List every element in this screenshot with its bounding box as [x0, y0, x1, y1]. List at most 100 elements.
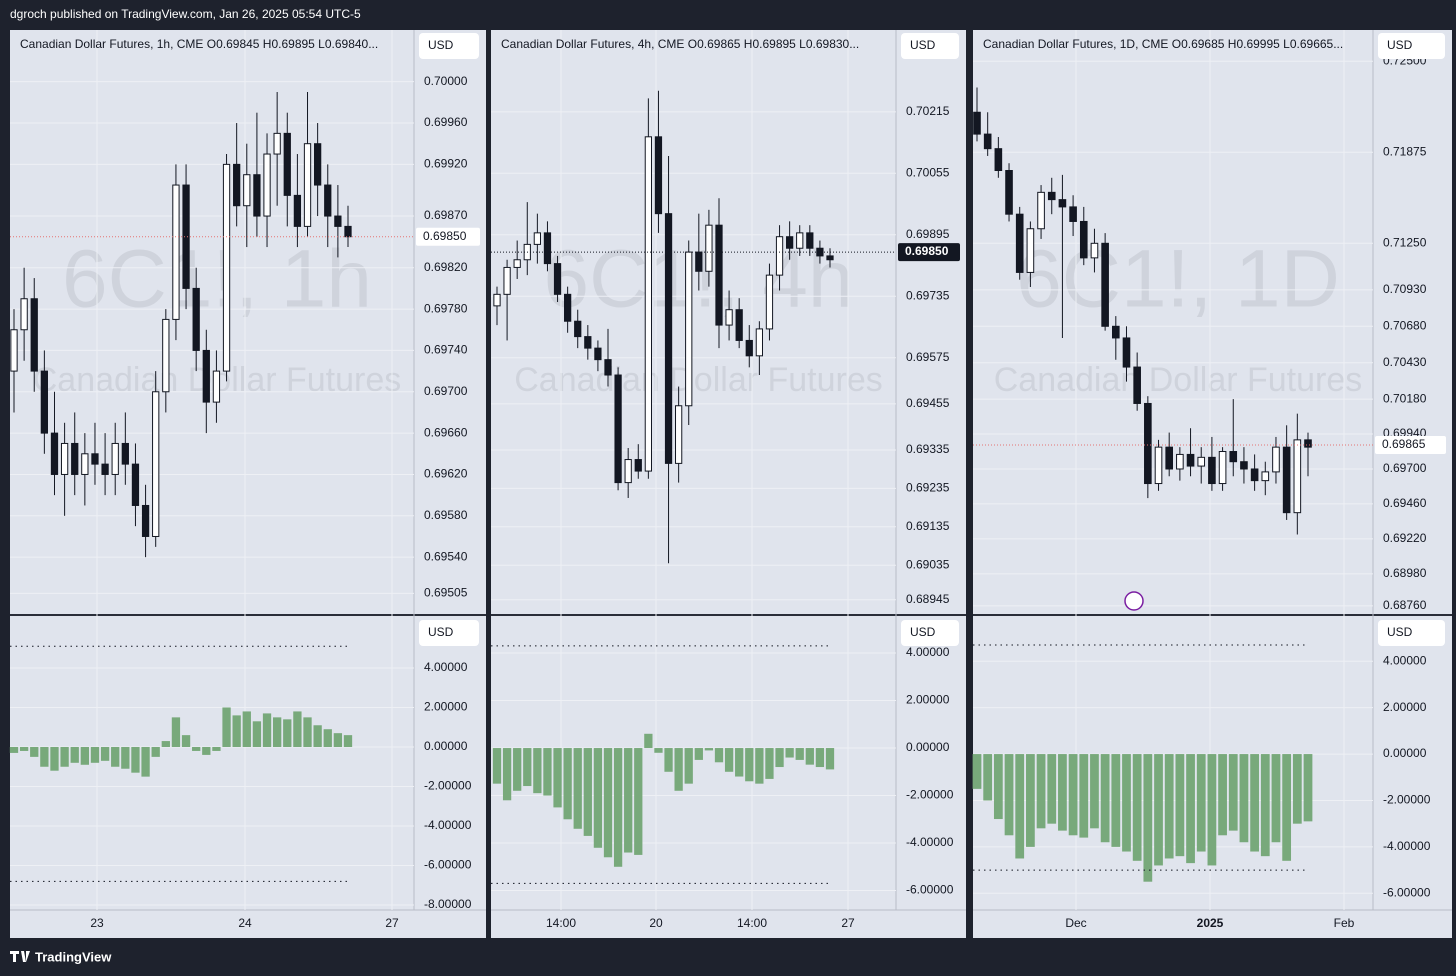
- histogram-bar: [1026, 754, 1035, 847]
- y-tick-label: 0.69780: [424, 301, 468, 315]
- watermark: 6C1!, 1h: [62, 234, 372, 325]
- y-tick-label: 0.69235: [906, 481, 950, 495]
- y-tick-label: 0.69035: [906, 557, 950, 571]
- indicator-tick-label: 0.00000: [906, 740, 950, 754]
- histogram-bar: [755, 748, 764, 784]
- candle-body: [111, 442, 119, 475]
- histogram-bar: [1250, 754, 1259, 852]
- candle-body: [71, 442, 79, 475]
- candle-body: [10, 329, 18, 372]
- histogram-bar: [805, 748, 814, 765]
- histogram-bar: [1303, 754, 1313, 822]
- currency-box: [1378, 33, 1445, 59]
- histogram-bar: [563, 748, 572, 820]
- candle-body: [806, 232, 814, 249]
- candle-body: [973, 111, 981, 135]
- histogram-bar: [151, 746, 160, 757]
- x-tick-label: 27: [841, 916, 855, 930]
- histogram-bar: [323, 729, 332, 747]
- currency-box: [901, 620, 959, 646]
- y-tick-label: 0.68980: [1383, 566, 1427, 580]
- y-tick-label: 0.69580: [424, 508, 468, 522]
- candle-body: [735, 309, 743, 341]
- candle-body: [233, 163, 241, 207]
- candle-body: [152, 391, 160, 537]
- candle-body: [50, 432, 59, 475]
- currency-label: USD: [428, 38, 454, 52]
- currency-box: [901, 33, 959, 59]
- histogram-bar: [30, 746, 39, 757]
- histogram-bar: [1058, 754, 1067, 831]
- candle-body: [654, 136, 663, 215]
- x-tick-label: Dec: [1065, 916, 1086, 930]
- indicator-tick-label: -2.00000: [424, 779, 472, 793]
- indicator-tick-label: 0.00000: [424, 739, 468, 753]
- candle-body: [1122, 337, 1131, 368]
- y-tick-label: 0.69895: [906, 227, 950, 241]
- indicator-tick-label: 2.00000: [424, 700, 468, 714]
- histogram-bar: [273, 717, 282, 747]
- histogram-bar: [313, 725, 322, 747]
- last-price-label: 0.69850: [423, 229, 467, 243]
- candle-body: [614, 374, 622, 484]
- histogram-bar: [1036, 754, 1046, 829]
- candle-body: [725, 309, 733, 326]
- candle-body: [1133, 366, 1141, 404]
- candle-body: [513, 259, 521, 268]
- indicator-pane: [491, 616, 896, 910]
- y-tick-label: 0.70930: [1383, 282, 1427, 296]
- histogram-bar: [644, 733, 653, 749]
- last-price-label: 0.69850: [905, 244, 949, 258]
- x-tick-label: Feb: [1334, 916, 1355, 930]
- histogram-bar: [293, 711, 302, 747]
- y-tick-label: 0.69335: [906, 442, 950, 456]
- histogram-bar: [1004, 754, 1014, 836]
- histogram-bar: [181, 735, 191, 747]
- y-tick-label: 0.69820: [424, 260, 468, 274]
- candle-body: [293, 194, 302, 227]
- candle-body: [553, 263, 562, 295]
- histogram-bar: [724, 748, 734, 772]
- y-tick-label: 0.69135: [906, 519, 950, 533]
- currency-box: [419, 620, 479, 646]
- histogram-bar: [232, 715, 241, 747]
- x-tick-label: 14:00: [737, 916, 767, 930]
- indicator-tick-label: -2.00000: [1383, 793, 1431, 807]
- y-tick-label: 0.69700: [1383, 461, 1427, 475]
- watermark-sub: Canadian Dollar Futures: [994, 361, 1363, 399]
- histogram-bar: [785, 748, 794, 758]
- x-tick-label: 20: [649, 916, 663, 930]
- histogram-bar: [523, 748, 532, 787]
- histogram-bar: [141, 746, 150, 777]
- y-tick-label: 0.70000: [424, 74, 468, 88]
- histogram-bar: [1175, 754, 1185, 857]
- histogram-bar: [222, 707, 231, 747]
- currency-label: USD: [910, 38, 936, 52]
- watermark: 6C1!, 1D: [1016, 234, 1340, 325]
- candle-body: [1208, 456, 1216, 485]
- histogram-bar: [161, 741, 170, 747]
- indicator-tick-label: -4.00000: [906, 835, 954, 849]
- histogram-bar: [1111, 754, 1121, 847]
- y-tick-label: 0.69740: [424, 343, 468, 357]
- histogram-bar: [533, 748, 542, 794]
- last-price-label: 0.69865: [1382, 437, 1426, 451]
- time-axis: [491, 910, 966, 938]
- histogram-bar: [1047, 754, 1057, 824]
- candle-body: [705, 224, 713, 272]
- histogram-bar: [553, 748, 562, 808]
- candle-body: [796, 232, 804, 249]
- candle-body: [1069, 206, 1077, 222]
- indicator-pane: [10, 616, 414, 910]
- candle-body: [584, 336, 592, 349]
- candle-body: [1261, 471, 1270, 482]
- histogram-bar: [1207, 754, 1217, 866]
- candle-body: [715, 224, 723, 326]
- candle-body: [816, 247, 824, 257]
- histogram-bar: [1132, 754, 1142, 861]
- panel-title: Canadian Dollar Futures, 1D, CME O0.6968…: [983, 37, 1343, 51]
- currency-label: USD: [1387, 38, 1413, 52]
- tv-logo: [10, 951, 30, 962]
- candle-body: [1197, 456, 1206, 467]
